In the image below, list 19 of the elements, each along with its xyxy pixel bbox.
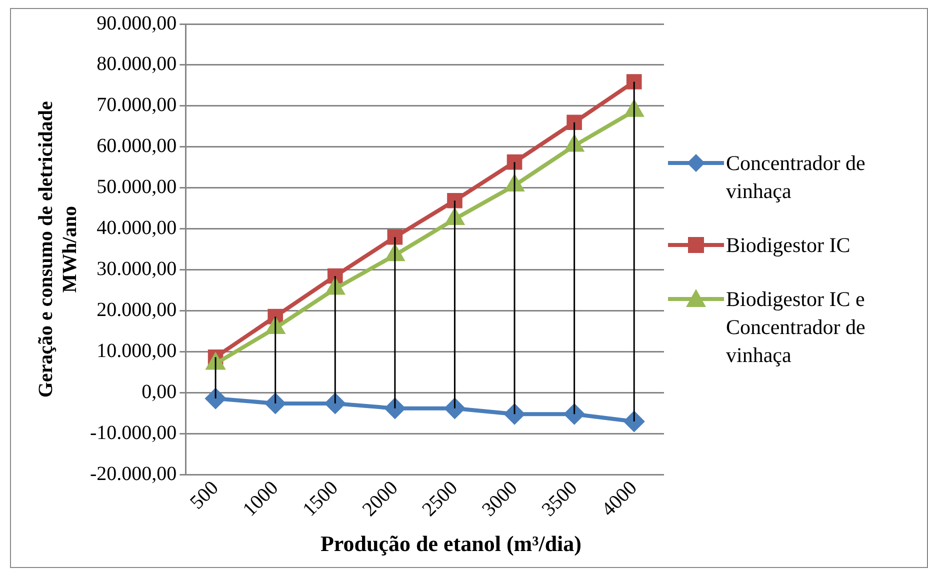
legend-label: Biodigestor IC e Concentrador de vinhaça: [726, 286, 866, 369]
y-tick-label: 80.000,00: [96, 53, 177, 76]
y-tick-label: 90.000,00: [96, 12, 177, 34]
legend-label: Concentrador de vinhaça: [726, 150, 866, 205]
x-tick-label: 500: [186, 476, 223, 514]
y-tick-label: -20.000,00: [90, 462, 177, 485]
y-tick-label: 60.000,00: [96, 135, 177, 158]
y-tick-label: -10.000,00: [90, 422, 177, 444]
y-axis-title: Geração e consumo de eletricidade MWh/ano: [35, 100, 82, 398]
x-axis-title: Produção de etanol (m³/dia): [319, 531, 582, 557]
legend-label: Biodigestor IC: [726, 232, 852, 259]
y-tick-label: 70.000,00: [96, 94, 177, 116]
y-tick-label: 20.000,00: [96, 299, 177, 322]
y-tick-label: 50.000,00: [96, 176, 177, 198]
y-tick-label: 0,00: [142, 381, 177, 404]
y-tick-label: 10.000,00: [96, 340, 177, 362]
y-tick-label: 30.000,00: [96, 258, 177, 280]
y-tick-label: 40.000,00: [96, 217, 177, 240]
x-tick-label: 4000: [598, 476, 642, 521]
